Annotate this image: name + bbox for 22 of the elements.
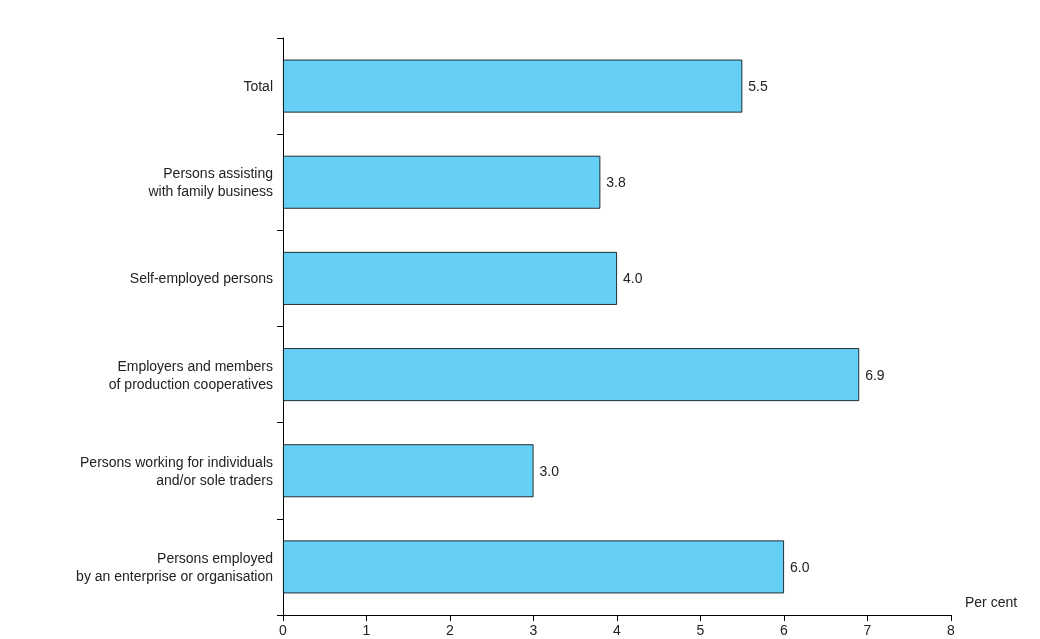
x-tick-label: 0: [279, 622, 288, 638]
x-tick-label: 4: [613, 622, 622, 638]
y-tick-label: Persons employed by an enterprise or organisation: [76, 549, 273, 584]
y-tick-label: Self-employed persons: [129, 270, 273, 287]
y-tick-label: Employers and members of production cooperatives: [108, 357, 273, 392]
x-tick-label: 5: [696, 622, 705, 638]
data-label: 6.0: [790, 558, 810, 575]
data-label: 3.8: [606, 174, 626, 191]
x-tick-label: 8: [947, 622, 956, 638]
x-tick-label: 1: [362, 622, 371, 638]
data-label: 6.9: [865, 366, 885, 383]
y-tick-label: Persons assisting with family business: [147, 165, 273, 200]
x-tick-label: 3: [529, 622, 538, 638]
y-tick-label: Persons working for individuals and/or sole traders: [80, 453, 273, 488]
x-tick-label: 2: [446, 622, 455, 638]
x-tick-label: 7: [863, 622, 872, 638]
x-tick-label: 6: [780, 622, 789, 638]
y-tick-label: Total: [243, 78, 273, 95]
data-label: 5.5: [748, 78, 768, 95]
data-label: 4.0: [623, 270, 643, 287]
data-label: 3.0: [539, 462, 560, 479]
x-axis-title: Per cent: [965, 594, 1018, 610]
